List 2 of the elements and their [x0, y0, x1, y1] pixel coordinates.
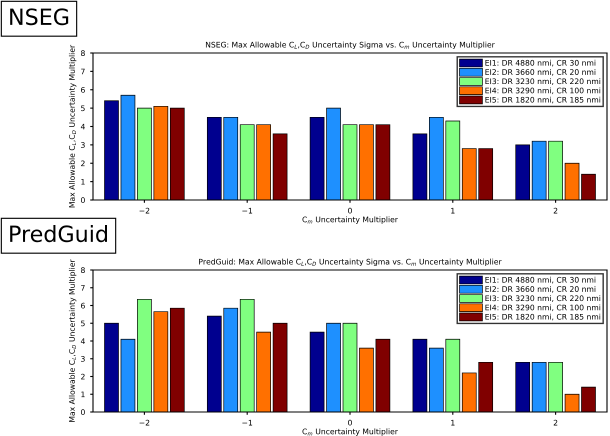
text: PredGuid — [10, 225, 107, 242]
text: NSEG — [10, 8, 68, 26]
